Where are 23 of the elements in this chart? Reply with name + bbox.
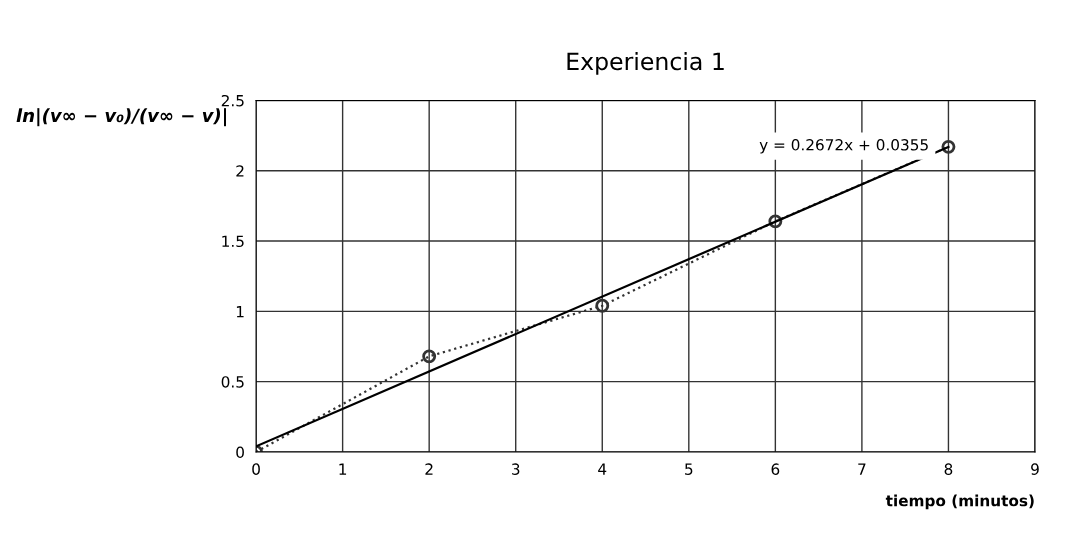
y-tick-label: 1.5 xyxy=(222,235,244,248)
x-tick-label: 6 xyxy=(771,463,780,475)
x-axis-title: tiempo (minutos) xyxy=(885,494,1034,510)
x-tick-label: 3 xyxy=(512,463,520,475)
point xyxy=(595,298,610,313)
x-tick-label: 1 xyxy=(339,463,347,475)
x-tick-label: 2 xyxy=(425,463,433,475)
point xyxy=(422,349,437,364)
x-tick-label: 0 xyxy=(252,463,260,475)
y-tick-label: 1 xyxy=(236,306,244,318)
x-tick-label: 5 xyxy=(685,463,693,475)
y-tick-label: 2 xyxy=(236,165,244,177)
x-tick-label: 7 xyxy=(858,463,866,475)
x-tick-label: 9 xyxy=(1031,463,1039,475)
y-axis-title: ln|(v∞ − v₀)/(v∞ − v)| xyxy=(16,108,227,127)
x-tick-label: 8 xyxy=(944,463,953,475)
y-tick-label: 0.5 xyxy=(221,376,244,388)
y-tick-label: 0 xyxy=(236,446,244,458)
annotation: y = 0.2672x + 0.0355 xyxy=(759,139,928,154)
point xyxy=(941,139,956,154)
chart-title: Experiencia 1 xyxy=(567,51,724,75)
y-tick-label: 2.5 xyxy=(221,94,244,107)
x-tick-label: 4 xyxy=(598,463,607,475)
